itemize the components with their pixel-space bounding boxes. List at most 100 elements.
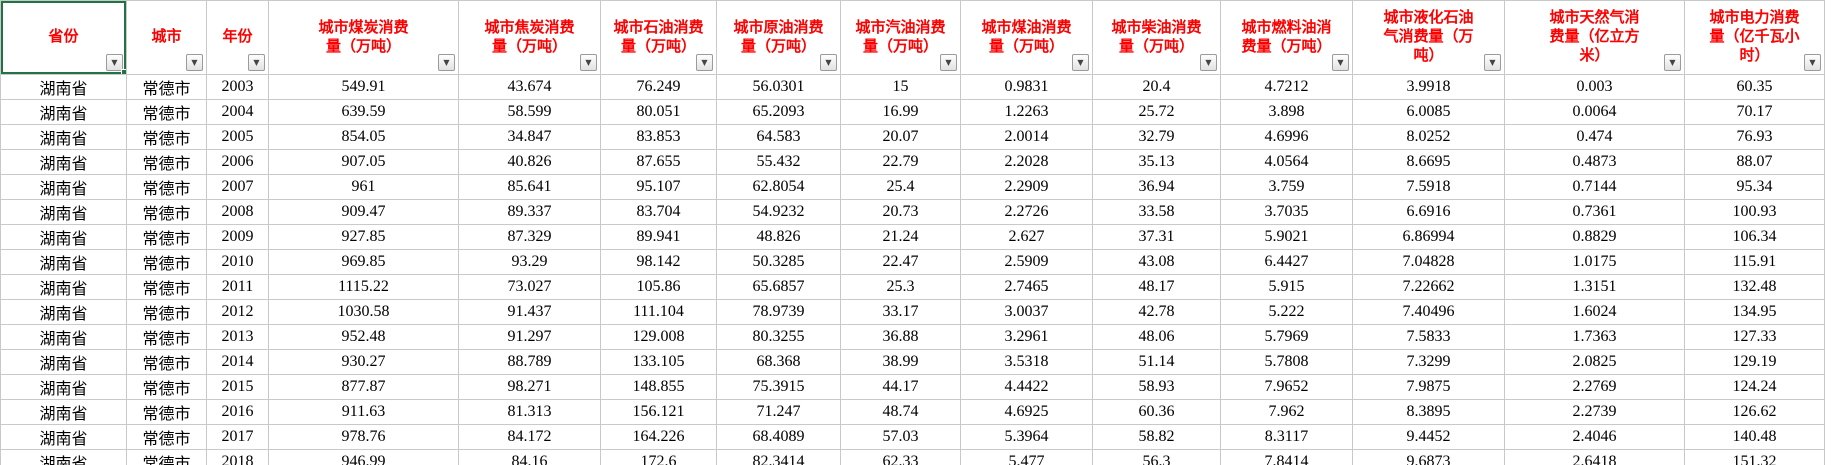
cell[interactable]: 常德市 <box>126 149 207 175</box>
cell[interactable]: 2008 <box>206 199 269 225</box>
cell[interactable]: 57.03 <box>840 424 961 450</box>
cell[interactable]: 36.94 <box>1092 174 1221 200</box>
cell[interactable]: 129.19 <box>1684 349 1825 375</box>
column-header[interactable]: 城市石油消费 量（万吨） ▼ <box>600 0 717 75</box>
cell[interactable]: 4.7212 <box>1220 74 1353 100</box>
column-header[interactable]: 城市 ▼ <box>126 0 207 75</box>
cell[interactable]: 83.853 <box>600 124 717 150</box>
cell[interactable]: 2012 <box>206 299 269 325</box>
filter-button[interactable]: ▼ <box>1484 54 1501 71</box>
cell[interactable]: 911.63 <box>268 399 459 425</box>
cell[interactable]: 3.7035 <box>1220 199 1353 225</box>
cell[interactable]: 5.477 <box>960 449 1093 465</box>
cell[interactable]: 44.17 <box>840 374 961 400</box>
cell[interactable]: 2006 <box>206 149 269 175</box>
cell[interactable]: 3.759 <box>1220 174 1353 200</box>
cell[interactable]: 3.0037 <box>960 299 1093 325</box>
cell[interactable]: 常德市 <box>126 299 207 325</box>
cell[interactable]: 62.8054 <box>716 174 841 200</box>
cell[interactable]: 85.641 <box>458 174 601 200</box>
cell[interactable]: 48.74 <box>840 399 961 425</box>
cell[interactable]: 83.704 <box>600 199 717 225</box>
cell[interactable]: 2010 <box>206 249 269 275</box>
cell[interactable]: 2.2909 <box>960 174 1093 200</box>
cell[interactable]: 927.85 <box>268 224 459 250</box>
cell[interactable]: 4.0564 <box>1220 149 1353 175</box>
cell[interactable]: 60.35 <box>1684 74 1825 100</box>
cell[interactable]: 4.4422 <box>960 374 1093 400</box>
filter-button[interactable]: ▼ <box>248 54 265 71</box>
cell[interactable]: 7.9652 <box>1220 374 1353 400</box>
cell[interactable]: 22.79 <box>840 149 961 175</box>
cell[interactable]: 76.93 <box>1684 124 1825 150</box>
cell[interactable]: 2007 <box>206 174 269 200</box>
cell[interactable]: 2.5909 <box>960 249 1093 275</box>
cell[interactable]: 0.4873 <box>1504 149 1685 175</box>
cell[interactable]: 48.826 <box>716 224 841 250</box>
filter-button[interactable]: ▼ <box>1332 54 1349 71</box>
cell[interactable]: 21.24 <box>840 224 961 250</box>
cell[interactable]: 8.3117 <box>1220 424 1353 450</box>
cell[interactable]: 5.222 <box>1220 299 1353 325</box>
cell[interactable]: 151.32 <box>1684 449 1825 465</box>
cell[interactable]: 湖南省 <box>0 74 127 100</box>
cell[interactable]: 164.226 <box>600 424 717 450</box>
cell[interactable]: 2.6418 <box>1504 449 1685 465</box>
filter-button[interactable]: ▼ <box>1664 54 1681 71</box>
cell[interactable]: 133.105 <box>600 349 717 375</box>
cell[interactable]: 854.05 <box>268 124 459 150</box>
cell[interactable]: 95.34 <box>1684 174 1825 200</box>
cell[interactable]: 56.3 <box>1092 449 1221 465</box>
cell[interactable]: 58.82 <box>1092 424 1221 450</box>
cell[interactable]: 2.2739 <box>1504 399 1685 425</box>
cell[interactable]: 78.9739 <box>716 299 841 325</box>
cell[interactable]: 75.3915 <box>716 374 841 400</box>
column-header[interactable]: 城市煤油消费 量（万吨） ▼ <box>960 0 1093 75</box>
cell[interactable]: 6.0085 <box>1352 99 1505 125</box>
cell[interactable]: 常德市 <box>126 99 207 125</box>
cell[interactable]: 639.59 <box>268 99 459 125</box>
filter-button[interactable]: ▼ <box>696 54 713 71</box>
cell[interactable]: 969.85 <box>268 249 459 275</box>
cell[interactable]: 34.847 <box>458 124 601 150</box>
cell[interactable]: 54.9232 <box>716 199 841 225</box>
cell[interactable]: 32.79 <box>1092 124 1221 150</box>
cell[interactable]: 48.06 <box>1092 324 1221 350</box>
cell[interactable]: 7.5833 <box>1352 324 1505 350</box>
filter-button[interactable]: ▼ <box>186 54 203 71</box>
cell[interactable]: 湖南省 <box>0 449 127 465</box>
cell[interactable]: 134.95 <box>1684 299 1825 325</box>
cell[interactable]: 20.07 <box>840 124 961 150</box>
column-header[interactable]: 年份 ▼ <box>206 0 269 75</box>
cell[interactable]: 常德市 <box>126 274 207 300</box>
cell[interactable]: 湖南省 <box>0 224 127 250</box>
cell[interactable]: 48.17 <box>1092 274 1221 300</box>
cell[interactable]: 7.962 <box>1220 399 1353 425</box>
cell[interactable]: 5.7808 <box>1220 349 1353 375</box>
cell[interactable]: 2009 <box>206 224 269 250</box>
cell[interactable]: 25.3 <box>840 274 961 300</box>
cell[interactable]: 0.9831 <box>960 74 1093 100</box>
cell[interactable]: 7.9875 <box>1352 374 1505 400</box>
cell[interactable]: 7.3299 <box>1352 349 1505 375</box>
cell[interactable]: 25.72 <box>1092 99 1221 125</box>
cell[interactable]: 16.99 <box>840 99 961 125</box>
cell[interactable]: 1.7363 <box>1504 324 1685 350</box>
cell[interactable]: 常德市 <box>126 399 207 425</box>
cell[interactable]: 6.4427 <box>1220 249 1353 275</box>
cell[interactable]: 129.008 <box>600 324 717 350</box>
cell[interactable]: 1030.58 <box>268 299 459 325</box>
cell[interactable]: 湖南省 <box>0 199 127 225</box>
cell[interactable]: 湖南省 <box>0 324 127 350</box>
cell[interactable]: 2.2028 <box>960 149 1093 175</box>
cell[interactable]: 62.33 <box>840 449 961 465</box>
cell[interactable]: 80.051 <box>600 99 717 125</box>
cell[interactable]: 124.24 <box>1684 374 1825 400</box>
cell[interactable]: 7.04828 <box>1352 249 1505 275</box>
cell[interactable]: 7.8414 <box>1220 449 1353 465</box>
cell[interactable]: 2.2769 <box>1504 374 1685 400</box>
filter-button[interactable]: ▼ <box>1200 54 1217 71</box>
cell[interactable]: 95.107 <box>600 174 717 200</box>
cell[interactable]: 2.0825 <box>1504 349 1685 375</box>
cell[interactable]: 湖南省 <box>0 274 127 300</box>
